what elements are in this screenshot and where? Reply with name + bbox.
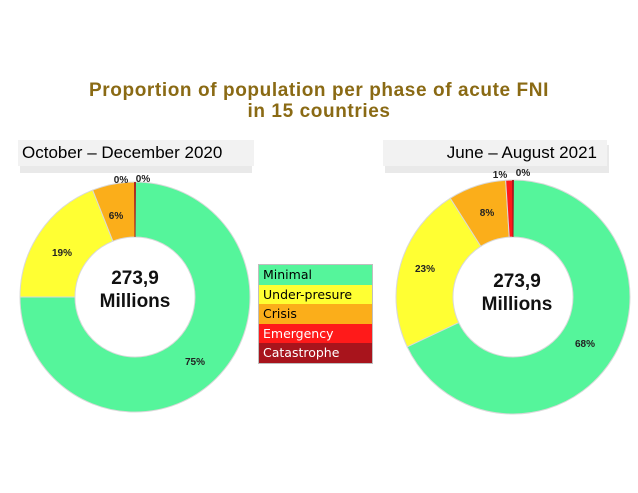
- right-slice-boundary-marker: [512, 179, 514, 238]
- chart-title-line1: Proportion of population per phase of ac…: [89, 80, 549, 101]
- legend-item-emergency: Emergency: [259, 323, 372, 344]
- left-chart-heading: October – December 2020: [18, 140, 254, 166]
- legend-item-catastrophe: Catastrophe: [259, 343, 372, 363]
- right-chart-heading: June – August 2021: [383, 140, 607, 166]
- legend: Minimal Under-presure Crisis Emergency C…: [258, 264, 373, 364]
- chart-title: Proportion of population per phase of ac…: [0, 80, 638, 122]
- right-slice-under-presure: [395, 197, 482, 348]
- right-label-crisis: 8%: [480, 208, 495, 219]
- legend-item-under-presure: Under-presure: [259, 284, 372, 305]
- left-label-emergency: 0%: [114, 175, 129, 186]
- left-label-minimal: 75%: [185, 357, 205, 368]
- left-slice-boundary-marker: [134, 181, 136, 238]
- right-center-unit: Millions: [481, 294, 553, 315]
- right-label-emergency: 1%: [493, 170, 508, 181]
- left-center-unit: Millions: [99, 291, 171, 312]
- left-center-value: 273,9: [111, 268, 159, 289]
- legend-item-minimal: Minimal: [259, 265, 372, 285]
- right-label-minimal: 68%: [575, 339, 595, 350]
- left-label-under-presure: 19%: [52, 248, 72, 259]
- right-center-value: 273,9: [493, 271, 541, 292]
- left-label-crisis: 6%: [109, 211, 124, 222]
- left-center-label: 273,9 Millions: [75, 267, 195, 313]
- left-label-catastrophe: 0%: [136, 174, 151, 185]
- right-center-label: 273,9 Millions: [457, 270, 577, 316]
- legend-item-crisis: Crisis: [259, 304, 372, 324]
- right-label-under-presure: 23%: [415, 264, 435, 275]
- right-slice-minimal: [406, 179, 631, 415]
- right-label-catastrophe: 0%: [516, 168, 531, 179]
- chart-title-line2: in 15 countries: [247, 101, 391, 122]
- left-slice-minimal: [19, 181, 251, 413]
